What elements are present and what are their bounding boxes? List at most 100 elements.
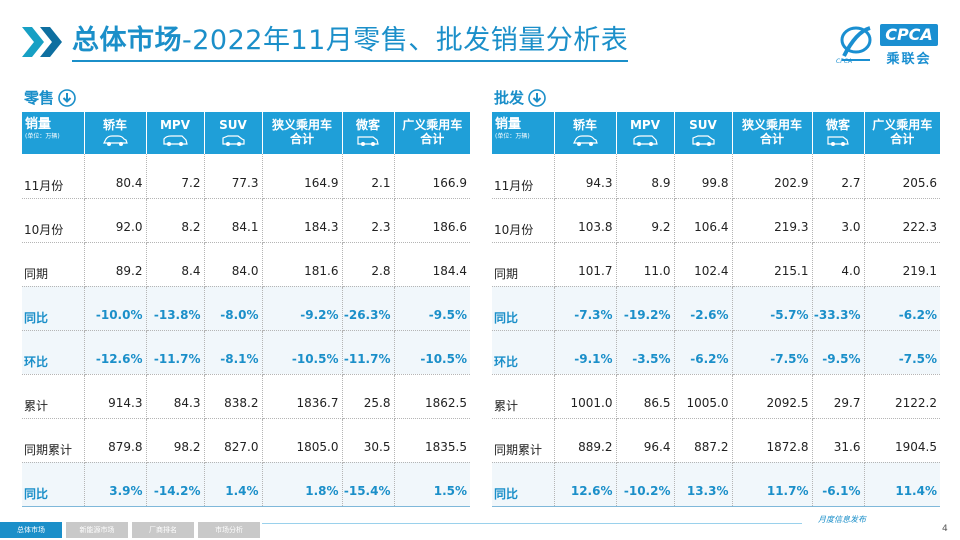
column-header-label: 合计: [420, 132, 445, 146]
table-cell: -7.5%: [864, 330, 940, 375]
table-cell: 84.3: [146, 374, 205, 419]
table-cell: 102.4: [674, 242, 733, 287]
table-cell: -2.6%: [674, 286, 733, 331]
table-cell: 1005.0: [674, 374, 733, 419]
table-cell: 3.0: [812, 198, 865, 243]
table-cell: 1001.0: [554, 374, 617, 419]
table-cell: -3.5%: [616, 330, 675, 375]
table-cell: 1805.0: [262, 418, 343, 463]
row-label: 同比: [22, 286, 85, 331]
table-row: 10月份 103.8 9.2 106.4 219.3 3.0 222.3: [492, 198, 940, 243]
table-cell: 98.2: [146, 418, 205, 463]
table-cell: 181.6: [262, 242, 343, 287]
row-label: 环比: [22, 330, 85, 375]
footer-divider: [262, 523, 802, 524]
column-header-label: 狭义乘用车: [741, 118, 802, 132]
table-cell: 89.2: [84, 242, 147, 287]
table-cell: 219.1: [864, 242, 940, 287]
table-row: 环比 -9.1% -3.5% -6.2% -7.5% -9.5% -7.5%: [492, 330, 940, 375]
mpv-icon: [633, 135, 658, 146]
table-cell: -5.7%: [732, 286, 813, 331]
table-cell: 1.4%: [204, 462, 263, 507]
column-header: 微客: [342, 112, 395, 154]
minivan-icon: [827, 136, 849, 146]
column-header-label: MPV: [159, 118, 191, 132]
table-cell: 29.7: [812, 374, 865, 419]
column-header-label: 轿车: [572, 118, 597, 132]
table-cell: -19.2%: [616, 286, 675, 331]
footer-tab[interactable]: 厂商排名: [132, 522, 194, 538]
row-label: 同期累计: [492, 418, 555, 463]
table-cell: 1904.5: [864, 418, 940, 463]
table-cell: 3.9%: [84, 462, 147, 507]
footer-tab[interactable]: 总体市场: [0, 522, 62, 538]
table-row: 11月份 80.4 7.2 77.3 164.9 2.1 166.9: [22, 154, 470, 199]
table-cell: 186.6: [394, 198, 470, 243]
table-cell: 80.4: [84, 154, 147, 199]
unit-label: (单位：万辆): [495, 133, 530, 140]
table-cell: 164.9: [262, 154, 343, 199]
mpv-icon: [163, 135, 188, 146]
table-cell: 94.3: [554, 154, 617, 199]
wholesale-table-wrap: 销量 (单位：万辆) 轿车 MPV SUV 狭义乘用车 合计 微客 广义乘用车 合计 11月份 94…: [492, 112, 940, 507]
retail-section-label: 零售: [24, 87, 76, 108]
footer-note: 月度信息发布: [818, 515, 866, 524]
suv-icon: [222, 135, 245, 146]
table-cell: -10.5%: [262, 330, 343, 375]
header-row: 销量 (单位：万辆) 轿车 MPV SUV 狭义乘用车 合计 微客 广义乘用车 合计: [492, 112, 940, 154]
column-header: 广义乘用车 合计: [394, 112, 470, 154]
table-cell: 827.0: [204, 418, 263, 463]
table-cell: 838.2: [204, 374, 263, 419]
table-cell: -26.3%: [342, 286, 395, 331]
page-number: 4: [942, 524, 948, 534]
minivan-icon: [357, 136, 379, 146]
wholesale-table: 销量 (单位：万辆) 轿车 MPV SUV 狭义乘用车 合计 微客 广义乘用车 合计 11月份 94…: [492, 112, 940, 507]
page-title: 总体市场-2022年11月零售、批发销量分析表: [72, 22, 629, 62]
table-cell: -9.2%: [262, 286, 343, 331]
double-chevron-icon: [22, 27, 62, 57]
table-cell: 2.1: [342, 154, 395, 199]
row-label: 累计: [492, 374, 555, 419]
table-row: 同比 -10.0% -13.8% -8.0% -9.2% -26.3% -9.5%: [22, 286, 470, 331]
row-label: 10月份: [22, 198, 85, 243]
table-cell: -10.0%: [84, 286, 147, 331]
table-cell: 13.3%: [674, 462, 733, 507]
column-header: SUV: [204, 112, 263, 154]
table-row: 累计 1001.0 86.5 1005.0 2092.5 29.7 2122.2: [492, 374, 940, 419]
table-cell: -9.5%: [812, 330, 865, 375]
table-cell: -6.2%: [864, 286, 940, 331]
table-cell: -10.2%: [616, 462, 675, 507]
table-cell: 106.4: [674, 198, 733, 243]
column-header-label: 合计: [890, 132, 915, 146]
table-cell: 96.4: [616, 418, 675, 463]
corner-label: 销量: [495, 117, 522, 132]
table-cell: 8.4: [146, 242, 205, 287]
table-cell: 914.3: [84, 374, 147, 419]
row-label: 同比: [22, 462, 85, 507]
table-cell: 92.0: [84, 198, 147, 243]
table-cell: 30.5: [342, 418, 395, 463]
arrow-down-circle-icon: [58, 88, 76, 107]
table-cell: 184.3: [262, 198, 343, 243]
table-cell: 2.3: [342, 198, 395, 243]
table-row: 同期 89.2 8.4 84.0 181.6 2.8 184.4: [22, 242, 470, 287]
column-header-label: 微客: [355, 118, 380, 132]
footer-tab[interactable]: 市场分析: [198, 522, 260, 538]
sedan-icon: [573, 135, 598, 146]
footer-tab[interactable]: 新能源市场: [66, 522, 128, 538]
column-header-label: SUV: [219, 118, 247, 132]
corner-header: 销量 (单位：万辆): [492, 112, 555, 154]
table-cell: -9.1%: [554, 330, 617, 375]
row-label: 同期累计: [22, 418, 85, 463]
table-cell: 12.6%: [554, 462, 617, 507]
table-cell: -11.7%: [342, 330, 395, 375]
row-label: 累计: [22, 374, 85, 419]
table-cell: -8.1%: [204, 330, 263, 375]
table-cell: -14.2%: [146, 462, 205, 507]
table-row: 累计 914.3 84.3 838.2 1836.7 25.8 1862.5: [22, 374, 470, 419]
table-row: 同比 -7.3% -19.2% -2.6% -5.7% -33.3% -6.2%: [492, 286, 940, 331]
table-cell: 11.0: [616, 242, 675, 287]
column-header-label: 合计: [759, 132, 784, 146]
column-header: 狭义乘用车 合计: [732, 112, 813, 154]
table-cell: 202.9: [732, 154, 813, 199]
